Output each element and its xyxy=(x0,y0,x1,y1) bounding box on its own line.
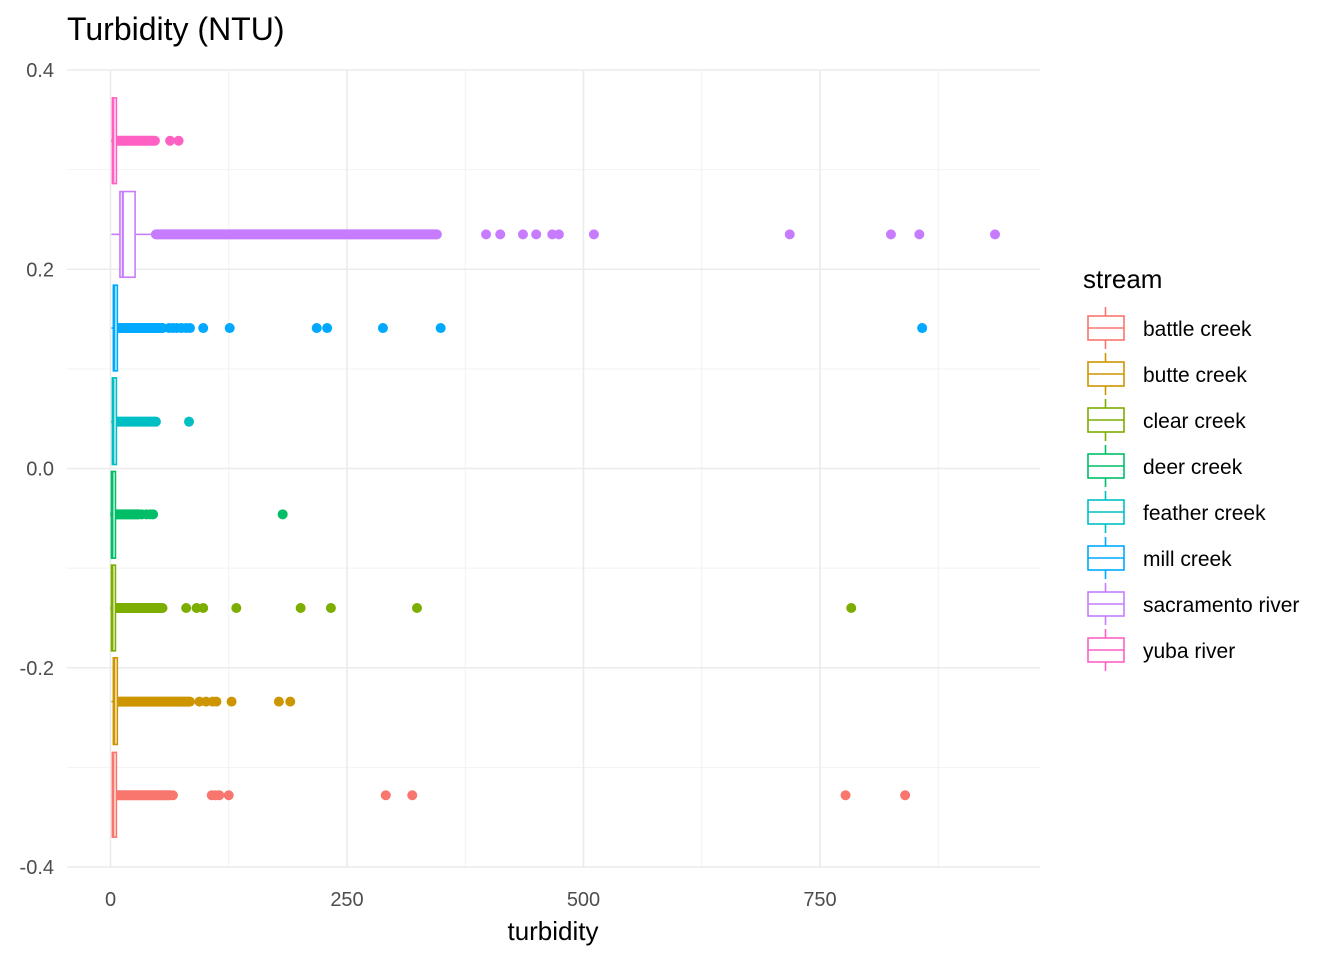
outlier-point xyxy=(784,229,795,240)
outlier-point xyxy=(322,323,333,334)
major-gridlines xyxy=(67,69,1040,868)
y-tick-label: 0.0 xyxy=(26,459,54,481)
boxplot-feather-creek xyxy=(111,377,195,466)
y-tick-label: 0.2 xyxy=(26,259,54,281)
legend-label: clear creek xyxy=(1143,410,1246,433)
x-tick-label: 750 xyxy=(803,889,836,911)
legend-label: mill creek xyxy=(1143,548,1232,571)
boxplot-yuba-river xyxy=(111,97,184,185)
outlier-point xyxy=(226,696,237,707)
legend-item: deer creek xyxy=(1087,445,1243,487)
y-tick-label: -0.4 xyxy=(20,857,54,879)
boxplot-clear-creek xyxy=(110,564,857,652)
legend-item: butte creek xyxy=(1087,353,1247,395)
outlier-point xyxy=(990,229,1001,240)
outlier-point xyxy=(167,790,178,801)
outlier-point xyxy=(412,602,423,613)
boxplot-battle-creek xyxy=(111,751,911,838)
outlier-point xyxy=(495,229,506,240)
legend-label: battle creek xyxy=(1143,318,1252,341)
outlier-point xyxy=(481,229,492,240)
outlier-point xyxy=(531,229,542,240)
legend: battle creek butte creek clear creek deer c… xyxy=(1087,307,1299,671)
legend-label: feather creek xyxy=(1143,502,1266,525)
outlier-point xyxy=(295,602,306,613)
legend-label: yuba river xyxy=(1143,640,1235,663)
outlier-point xyxy=(165,135,176,146)
x-axis-ticks: 0 250 500 750 xyxy=(105,889,837,911)
outlier-point xyxy=(173,135,184,146)
outlier-point xyxy=(224,323,235,334)
chart-title: Turbidity (NTU) xyxy=(67,11,284,47)
legend-item: mill creek xyxy=(1087,537,1232,579)
y-tick-label: 0.4 xyxy=(26,60,54,82)
legend-item: clear creek xyxy=(1087,399,1246,441)
outlier-point xyxy=(184,416,195,427)
outlier-point xyxy=(588,229,599,240)
outlier-point xyxy=(285,696,296,707)
x-tick-label: 0 xyxy=(105,889,116,911)
outlier-point xyxy=(377,323,388,334)
outlier-point xyxy=(914,229,925,240)
boxplot-sacramento-river xyxy=(111,190,1001,279)
legend-item: yuba river xyxy=(1087,629,1235,671)
outlier-point xyxy=(223,790,234,801)
legend-item: battle creek xyxy=(1087,307,1252,349)
outlier-point xyxy=(553,229,564,240)
outlier-point xyxy=(325,602,336,613)
legend-label: deer creek xyxy=(1143,456,1243,479)
outlier-point xyxy=(885,229,896,240)
legend-label: sacramento river xyxy=(1143,594,1299,617)
outlier-point xyxy=(380,790,391,801)
outlier-point xyxy=(435,323,446,334)
legend-item: feather creek xyxy=(1087,491,1266,533)
boxplot-deer-creek xyxy=(110,470,288,559)
outlier-point xyxy=(181,602,192,613)
outlier-point xyxy=(184,323,195,334)
outlier-point xyxy=(198,602,209,613)
minor-gridlines xyxy=(67,70,1040,868)
outlier-point xyxy=(311,323,322,334)
y-axis-ticks: -0.4 -0.2 0.0 0.2 0.4 xyxy=(20,60,54,879)
outlier-point xyxy=(407,790,418,801)
boxplot-butte-creek xyxy=(111,656,296,746)
outlier-point xyxy=(211,696,222,707)
outlier-point xyxy=(846,602,857,613)
legend-label: butte creek xyxy=(1143,364,1247,387)
outlier-point xyxy=(198,323,209,334)
x-tick-label: 500 xyxy=(567,889,600,911)
x-tick-label: 250 xyxy=(330,889,363,911)
outlier-point xyxy=(840,790,851,801)
boxplot-mill-creek xyxy=(111,284,928,372)
y-tick-label: -0.2 xyxy=(20,658,54,680)
outlier-point xyxy=(148,509,159,520)
outlier-point xyxy=(277,509,288,520)
outlier-point xyxy=(214,790,225,801)
outlier-point xyxy=(900,790,911,801)
plot-area xyxy=(110,97,1001,838)
outlier-point xyxy=(517,229,528,240)
outlier-point xyxy=(231,602,242,613)
legend-item: sacramento river xyxy=(1087,583,1299,625)
legend-title: stream xyxy=(1083,264,1162,294)
x-axis-title: turbidity xyxy=(507,916,598,946)
outlier-point xyxy=(917,323,928,334)
outlier-point xyxy=(273,696,284,707)
